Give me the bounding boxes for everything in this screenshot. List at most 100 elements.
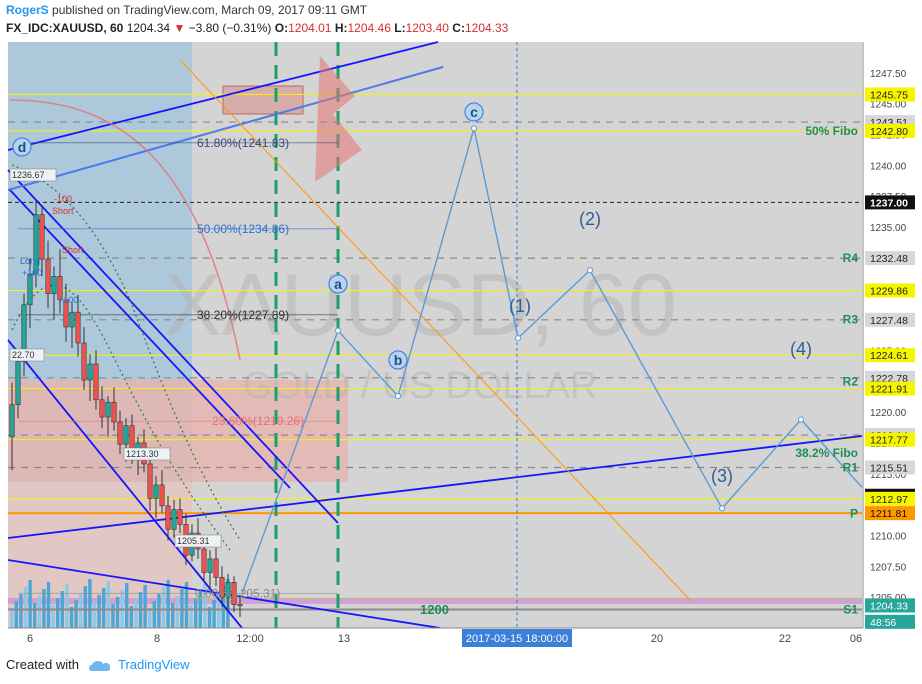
fibo-level-label: 23.60%(1219.26): [212, 414, 304, 428]
volume-bar: [157, 594, 161, 628]
price-badge: [865, 432, 915, 447]
volume-bar: [51, 605, 55, 628]
price-tick-label: 1210.00: [870, 531, 907, 542]
crosshair-time-label: 2017-03-15 18:00:00: [466, 633, 568, 645]
time-tick-label: 06: [850, 633, 862, 645]
trade-marker: Long: [20, 256, 40, 266]
wave-point: [587, 267, 593, 274]
author-name[interactable]: RogerS: [6, 3, 49, 17]
candle-body: [207, 558, 213, 573]
publish-header: RogerS published on TradingView.com, Mar…: [6, 3, 367, 17]
fibo-level-label: 61.80%(1241.83): [197, 136, 289, 150]
wave-label: c: [470, 104, 478, 120]
price-badge-label: 1243.51: [870, 117, 908, 129]
volume-bar: [212, 600, 216, 628]
trend-line: [7, 339, 243, 629]
volume-bar: [92, 602, 97, 628]
candle-body: [105, 401, 111, 418]
time-tick-label: 13: [338, 633, 350, 645]
symbol-name: FX_IDC:XAUUSD, 60: [6, 21, 124, 35]
candle-body: [111, 401, 117, 423]
price-tag: 1236.67: [12, 170, 45, 180]
price-badge-label: 1217.77: [870, 435, 908, 447]
volume-bar: [10, 608, 14, 628]
volume-bar: [69, 607, 74, 628]
price-badge: [865, 283, 915, 298]
high-value: 1204.46: [347, 21, 391, 35]
price-badge: [865, 491, 915, 506]
volume-bar: [115, 597, 120, 628]
price-tag-box: [174, 534, 222, 548]
tradingview-link[interactable]: TradingView: [118, 657, 190, 672]
fibo-level-label: 0.00%(1205.31): [195, 586, 280, 600]
volume-bar: [46, 582, 51, 628]
volume-bar: [171, 603, 175, 628]
candle-body: [117, 421, 123, 445]
price-badge-label: 1229.86: [870, 285, 908, 297]
price-badge-label: 48:56: [870, 617, 896, 629]
price-badge-label: 1237.00: [870, 197, 908, 209]
price-badge: [865, 312, 915, 327]
time-axis-bg: [0, 628, 863, 650]
volume-bar: [14, 601, 18, 628]
fibo-level-label: 38.20%(1227.89): [197, 308, 289, 322]
wave-label: a: [334, 276, 342, 292]
trade-marker: Short: [62, 245, 84, 255]
volume-bar: [106, 581, 110, 628]
close-value: 1204.33: [464, 21, 509, 35]
description-watermark: GOLD / US DOLLAR: [243, 365, 598, 407]
candle-body: [225, 582, 231, 598]
trade-marker: -100: [54, 194, 72, 204]
volume-bar: [189, 605, 193, 628]
moving-average-curve: [9, 99, 241, 361]
candle-body: [159, 484, 165, 507]
red-zone: [8, 380, 348, 482]
price-badge-label: 1212.97: [870, 494, 908, 506]
candle-body: [21, 304, 27, 362]
volume-bar: [184, 582, 189, 628]
wave-label: (4): [790, 339, 812, 359]
candle-body: [153, 484, 159, 499]
wave-label: d: [18, 139, 27, 155]
price-tick-label: 1207.50: [870, 562, 907, 573]
candle-body: [81, 342, 87, 381]
down-arrow-icon: ▼: [173, 21, 186, 35]
candle-body: [147, 463, 153, 499]
trade-marker: +100: [22, 268, 42, 278]
price-badge: [865, 123, 915, 138]
price-badge: [865, 598, 915, 613]
price-tick-label: 1220.00: [870, 408, 907, 419]
candle-body: [51, 276, 57, 294]
volume-bar: [83, 586, 87, 628]
orange-diagonal: [179, 59, 691, 601]
candle-body: [171, 509, 177, 530]
candle-body: [213, 558, 219, 578]
price-badge: [865, 381, 915, 396]
price-tick-label: 1215.00: [870, 470, 907, 481]
price-badge: [865, 195, 915, 210]
price-badge: [865, 614, 915, 629]
candle-body: [57, 276, 63, 301]
fibo-note: 38.2% Fibo: [795, 446, 858, 460]
trade-marker: Short: [52, 206, 74, 216]
candle-body: [75, 311, 81, 344]
wave-point: [335, 327, 341, 334]
volume-bar: [97, 595, 101, 628]
volume-bar: [207, 607, 212, 628]
price-change: −3.80 (−0.31%): [188, 21, 272, 35]
price-badge-label: 1227.48: [870, 315, 908, 327]
candle-body: [165, 505, 171, 530]
candle-body: [231, 582, 237, 605]
candle-body: [93, 363, 99, 401]
time-tick-label: 6: [27, 633, 33, 645]
wave-label-circle: [12, 137, 32, 157]
wave-label-circle: [328, 274, 348, 294]
price-tag: 1213.30: [126, 449, 159, 459]
volume-bar: [194, 598, 198, 628]
price-badge-label: 1245.75: [870, 89, 908, 101]
pivot-level-label: R3: [843, 313, 859, 327]
volume-bar: [203, 584, 207, 628]
pivot-level-label: R1: [843, 461, 859, 475]
candle-body: [27, 273, 33, 306]
